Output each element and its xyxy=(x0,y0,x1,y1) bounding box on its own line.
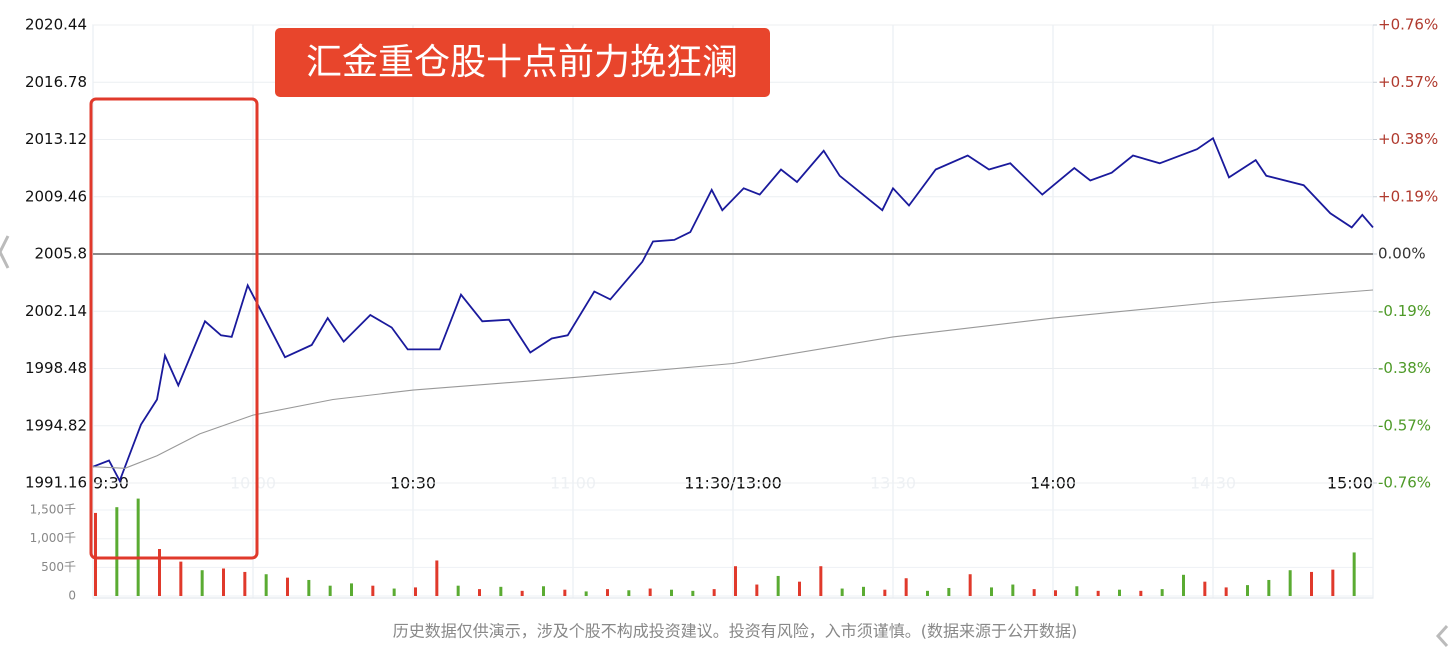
price-line xyxy=(92,136,1374,483)
volume-bar xyxy=(627,590,631,596)
volume-bar xyxy=(1224,587,1228,596)
volume-bar xyxy=(200,570,204,596)
volume-bar xyxy=(1182,574,1185,596)
y-tick-label: 1991.16 xyxy=(25,474,87,492)
volume-bar xyxy=(520,590,524,596)
volume-bar xyxy=(798,581,801,596)
y-tick-label: 1998.48 xyxy=(25,359,87,377)
volume-bar xyxy=(990,587,993,596)
volume-bar xyxy=(648,588,652,596)
y2-tick-label: +0.38% xyxy=(1378,130,1438,148)
volume-bar xyxy=(1288,570,1292,596)
volume-bar xyxy=(1011,584,1015,596)
volume-bar xyxy=(840,588,844,596)
volume-bar xyxy=(115,507,119,596)
volume-bar xyxy=(968,574,972,596)
nav-arrow[interactable] xyxy=(0,235,10,269)
volume-bar xyxy=(1075,586,1079,596)
volume-bar xyxy=(371,585,375,596)
volume-bar xyxy=(1267,579,1271,596)
y2-tick-label: -0.38% xyxy=(1378,359,1431,377)
volume-bar xyxy=(1139,590,1143,596)
y-tick-label: 2020.44 xyxy=(25,16,87,34)
volume-tick-label: 0 xyxy=(68,589,76,603)
volume-bar xyxy=(499,586,503,596)
volume-bar xyxy=(350,583,353,596)
y-tick-label: 2009.46 xyxy=(25,187,87,205)
y2-tick-label: +0.57% xyxy=(1378,73,1438,91)
y-tick-label: 1994.82 xyxy=(25,416,87,434)
nav-arrow[interactable] xyxy=(1435,624,1449,647)
volume-tick-label: 1,500千 xyxy=(30,503,76,517)
volume-bar xyxy=(670,589,673,596)
volume-bar xyxy=(819,566,823,596)
volume-bar xyxy=(904,578,908,596)
volume-bar xyxy=(456,585,460,596)
volume-bar xyxy=(883,589,887,596)
volume-bar xyxy=(734,566,737,596)
y2-tick-label: +0.19% xyxy=(1378,187,1438,205)
volume-bar xyxy=(158,549,161,596)
volume-bar xyxy=(414,587,417,596)
volume-bar xyxy=(328,585,332,596)
y-tick-label: 2005.8 xyxy=(35,245,88,263)
volume-bar xyxy=(1203,581,1207,596)
y2-tick-label: +0.76% xyxy=(1378,16,1438,34)
volume-bar xyxy=(179,561,183,596)
highlight-box xyxy=(89,97,259,560)
volume-bar xyxy=(1246,585,1249,596)
title-box xyxy=(275,28,770,97)
volume-bar xyxy=(435,560,439,596)
volume-bar xyxy=(1054,590,1057,596)
volume-bar xyxy=(1352,552,1356,596)
volume-bar xyxy=(755,584,759,596)
volume-bar xyxy=(1310,571,1313,596)
volume-tick-label: 500千 xyxy=(41,560,76,574)
volume-bar xyxy=(1331,569,1335,596)
volume-bar xyxy=(478,589,481,596)
volume-bar xyxy=(264,574,268,596)
volume-bar xyxy=(606,589,609,596)
volume-bar xyxy=(862,586,865,596)
volume-bar xyxy=(243,571,247,596)
volume-bar xyxy=(1032,589,1036,596)
volume-bar xyxy=(392,588,396,596)
y2-tick-label: -0.57% xyxy=(1378,416,1431,434)
volume-bar xyxy=(1096,590,1100,596)
chart-title: 汇金重仓股十点前力挽狂澜 xyxy=(306,42,738,83)
volume-bar xyxy=(776,575,780,596)
volume-bar xyxy=(94,512,97,596)
y2-tick-label: -0.19% xyxy=(1378,302,1431,320)
volume-bar xyxy=(584,591,588,596)
y2-tick-label: -0.76% xyxy=(1378,474,1431,492)
price-line xyxy=(92,289,1374,469)
volume-bar xyxy=(286,577,289,596)
volume-bar xyxy=(691,590,695,596)
volume-bar xyxy=(1160,589,1164,596)
y-tick-label: 2013.12 xyxy=(25,130,87,148)
volume-bar xyxy=(926,590,929,596)
y-tick-label: 2002.14 xyxy=(25,302,87,320)
footnote: 历史数据仅供演示，涉及个股不构成投资建议。投资有风险，入市须谨慎。(数据来源于公… xyxy=(393,622,1078,641)
volume-bar xyxy=(222,568,225,596)
volume-bar xyxy=(563,589,567,596)
volume-bar xyxy=(136,498,140,596)
volume-tick-label: 1,000千 xyxy=(30,531,76,545)
volume-bar xyxy=(307,579,311,596)
volume-bar xyxy=(1118,589,1121,596)
volume-bar xyxy=(947,587,951,596)
volume-bar xyxy=(712,589,716,596)
y2-tick-label: 0.00% xyxy=(1378,245,1426,263)
y-tick-label: 2016.78 xyxy=(25,73,87,91)
volume-bar xyxy=(542,586,545,596)
